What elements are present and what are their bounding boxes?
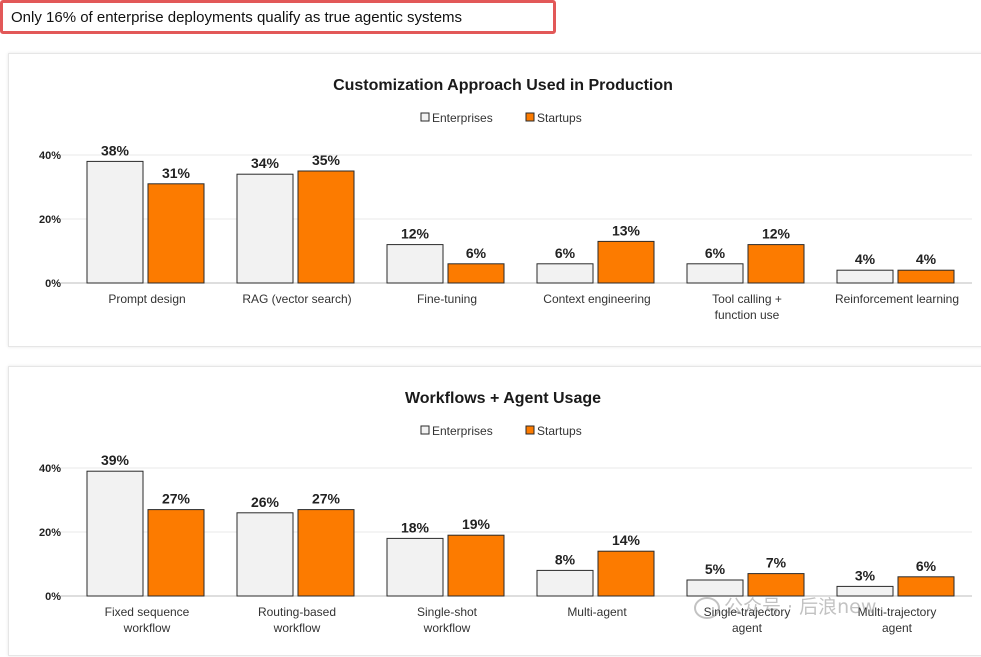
headline-text: Only 16% of enterprise deployments quali… <box>11 9 463 26</box>
chart-customization: Customization Approach Used in Productio… <box>39 77 972 322</box>
category-label: agent <box>882 621 913 635</box>
data-label: 5% <box>705 561 726 577</box>
category-label: Fine-tuning <box>417 292 477 306</box>
data-label: 12% <box>401 226 430 242</box>
legend-label-enterprises: Enterprises <box>432 111 493 125</box>
watermark: 公众号 · 后浪new <box>694 592 876 619</box>
legend-swatch-startups <box>525 112 535 122</box>
data-label: 6% <box>705 245 726 261</box>
bar-enterprises <box>536 263 594 284</box>
bar-enterprises <box>236 173 294 284</box>
y-tick-label: 0% <box>45 278 61 290</box>
data-label: 3% <box>855 567 876 583</box>
data-label: 31% <box>162 165 191 181</box>
bar-startups <box>597 240 655 284</box>
category-label: agent <box>732 621 763 635</box>
category-label: Routing-based <box>258 605 336 619</box>
category-label: Reinforcement learning <box>835 292 959 306</box>
category-label: Context engineering <box>543 292 650 306</box>
y-tick-label: 20% <box>39 214 61 226</box>
bar-enterprises <box>386 244 444 284</box>
bar-enterprises <box>386 537 444 597</box>
bar-startups <box>897 576 955 597</box>
data-label: 6% <box>466 245 487 261</box>
data-label: 12% <box>762 226 791 242</box>
chart-workflows: Workflows + Agent Usage Enterprises Startu… <box>39 390 972 635</box>
wechat-icon <box>694 596 720 619</box>
chart-title: Customization Approach Used in Productio… <box>333 77 673 94</box>
data-label: 4% <box>916 251 937 267</box>
data-label: 18% <box>401 519 430 535</box>
y-tick-label: 40% <box>39 463 61 475</box>
bar-startups <box>747 244 805 284</box>
bar-enterprises <box>236 512 294 597</box>
category-label: workflow <box>273 621 321 635</box>
bar-startups <box>447 263 505 284</box>
bar-startups <box>747 573 805 597</box>
data-label: 34% <box>251 155 280 171</box>
y-tick-label: 20% <box>39 527 61 539</box>
category-label: Tool calling + <box>712 292 782 306</box>
data-label: 4% <box>855 251 876 267</box>
bar-enterprises <box>86 160 144 284</box>
bar-startups <box>147 509 205 597</box>
category-label: Multi-trajectory <box>858 605 937 619</box>
bar-enterprises <box>686 579 744 597</box>
category-label: workflow <box>123 621 171 635</box>
data-label: 35% <box>312 152 341 168</box>
bar-startups <box>447 534 505 597</box>
bar-enterprises <box>86 470 144 597</box>
data-label: 7% <box>766 555 787 571</box>
legend-swatch-enterprises <box>420 425 430 435</box>
data-label: 39% <box>101 452 130 468</box>
legend-label-startups: Startups <box>537 111 582 125</box>
bar-enterprises <box>836 269 894 284</box>
headline-box: Only 16% of enterprise deployments quali… <box>0 0 556 34</box>
bar-enterprises <box>686 263 744 284</box>
legend-swatch-startups <box>525 425 535 435</box>
chart-title: Workflows + Agent Usage <box>405 390 601 407</box>
y-tick-label: 40% <box>39 150 61 162</box>
data-label: 14% <box>612 532 641 548</box>
chart-panel-workflows: Workflows + Agent Usage Enterprises Startu… <box>8 366 981 656</box>
data-label: 13% <box>612 222 641 238</box>
chart-panel-customization: Customization Approach Used in Productio… <box>8 53 981 347</box>
category-label: Multi-agent <box>567 605 627 619</box>
bar-startups <box>297 509 355 597</box>
data-label: 27% <box>162 491 191 507</box>
bar-enterprises <box>536 569 594 597</box>
category-label: function use <box>715 308 780 322</box>
data-label: 26% <box>251 494 280 510</box>
legend-label-startups: Startups <box>537 424 582 438</box>
bar-startups <box>597 550 655 597</box>
data-label: 6% <box>555 245 576 261</box>
category-label: RAG (vector search) <box>242 292 351 306</box>
category-label: Prompt design <box>108 292 185 306</box>
legend-swatch-enterprises <box>420 112 430 122</box>
data-label: 27% <box>312 491 341 507</box>
bar-startups <box>147 183 205 284</box>
data-label: 19% <box>462 516 491 532</box>
watermark-text: 公众号 · 后浪new <box>724 596 877 618</box>
category-label: Single-trajectory <box>704 605 791 619</box>
category-label: Single-shot <box>417 605 478 619</box>
category-label: workflow <box>423 621 471 635</box>
bar-enterprises <box>836 585 894 597</box>
bar-startups <box>297 170 355 284</box>
data-label: 6% <box>916 558 937 574</box>
y-tick-label: 0% <box>45 591 61 603</box>
data-label: 8% <box>555 551 576 567</box>
bar-startups <box>897 269 955 284</box>
legend-label-enterprises: Enterprises <box>432 424 493 438</box>
category-label: Fixed sequence <box>105 605 190 619</box>
data-label: 38% <box>101 142 130 158</box>
